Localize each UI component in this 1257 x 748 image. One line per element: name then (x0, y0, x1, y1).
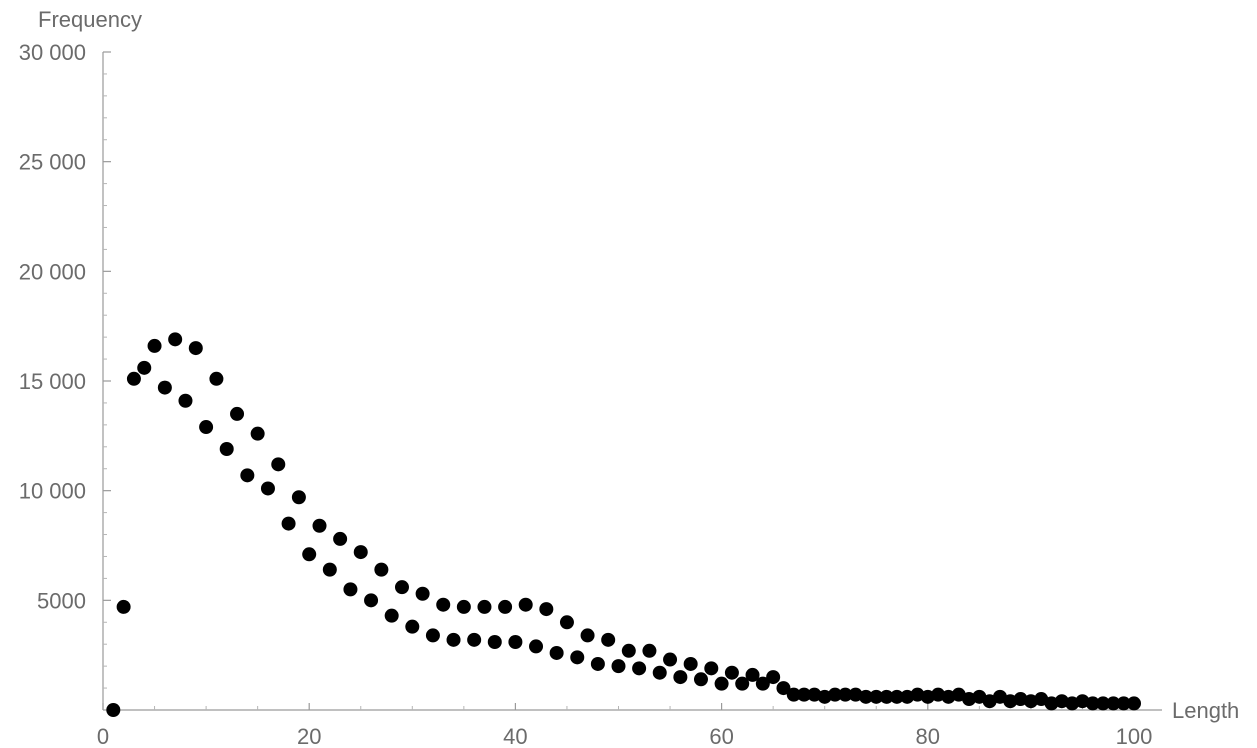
data-point (828, 687, 843, 702)
data-point (302, 547, 317, 562)
data-point (797, 687, 812, 702)
data-point (673, 670, 688, 685)
data-point (498, 599, 513, 614)
data-point (487, 635, 502, 650)
data-point (570, 650, 585, 665)
data-point (394, 580, 409, 595)
data-point (188, 341, 203, 356)
data-point (291, 490, 306, 505)
data-point (157, 380, 172, 395)
y-tick-label: 30 000 (19, 40, 86, 65)
data-point (776, 681, 791, 696)
data-point (858, 689, 873, 704)
x-tick-label: 60 (709, 724, 733, 748)
y-tick-label: 5000 (37, 588, 86, 613)
data-point (1116, 696, 1131, 711)
data-point (116, 599, 131, 614)
data-point (467, 632, 482, 647)
data-point (1106, 696, 1121, 711)
data-point (333, 531, 348, 546)
data-point (559, 615, 574, 630)
data-point (106, 703, 121, 717)
data-points (106, 332, 1141, 717)
data-point (168, 332, 183, 347)
data-point (1096, 696, 1111, 711)
data-point (693, 672, 708, 687)
data-point (230, 406, 245, 421)
data-point (240, 468, 255, 483)
data-point (632, 661, 647, 676)
data-point (549, 645, 564, 660)
data-point (683, 656, 698, 671)
data-point (704, 661, 719, 676)
data-point (219, 441, 234, 456)
data-point (456, 599, 471, 614)
data-point (724, 665, 739, 680)
y-tick-label: 15 000 (19, 369, 86, 394)
data-point (735, 676, 750, 691)
x-tick-label: 40 (503, 724, 527, 748)
data-point (374, 562, 389, 577)
data-point (1085, 696, 1100, 711)
data-point (446, 632, 461, 647)
data-point (384, 608, 399, 623)
data-point (601, 632, 616, 647)
x-axis-label: Length (1172, 698, 1239, 723)
x-tick-label: 80 (916, 724, 940, 748)
data-point (436, 597, 451, 612)
data-point (879, 689, 894, 704)
data-point (405, 619, 420, 634)
data-point (271, 457, 286, 472)
y-tick-label: 10 000 (19, 479, 86, 504)
data-point (250, 426, 265, 441)
data-point (126, 371, 141, 386)
data-point (529, 639, 544, 654)
data-point (199, 420, 214, 435)
data-point (642, 643, 657, 658)
data-point (178, 393, 193, 408)
data-point (714, 676, 729, 691)
data-point (745, 667, 760, 682)
data-point (364, 593, 379, 608)
x-tick-label: 0 (97, 724, 109, 748)
data-point (343, 582, 358, 597)
data-point (755, 676, 770, 691)
data-point (621, 643, 636, 658)
data-point (590, 656, 605, 671)
data-point (786, 687, 801, 702)
data-point (518, 597, 533, 612)
data-point (425, 628, 440, 643)
data-point (322, 562, 337, 577)
y-tick-label: 20 000 (19, 259, 86, 284)
data-point (838, 687, 853, 702)
data-point (147, 338, 162, 353)
axes (102, 52, 1162, 711)
data-point (539, 602, 554, 617)
data-point (869, 689, 884, 704)
data-point (889, 689, 904, 704)
x-tick-label: 100 (1116, 724, 1153, 748)
data-point (1127, 696, 1141, 711)
y-axis-label: Frequency (38, 7, 142, 32)
data-point (415, 586, 430, 601)
data-point (580, 628, 595, 643)
data-point (209, 371, 224, 386)
y-tick-label: 25 000 (19, 150, 86, 175)
data-point (663, 652, 678, 667)
x-tick-label: 20 (297, 724, 321, 748)
data-point (260, 481, 275, 496)
data-point (652, 665, 667, 680)
data-point (353, 545, 368, 560)
data-point (281, 516, 296, 531)
data-point (508, 635, 523, 650)
data-point (611, 659, 626, 674)
data-point (312, 518, 327, 533)
data-point (766, 670, 781, 685)
data-point (137, 360, 152, 375)
ticks: 0 20 40 60 80 100 5000 10 000 15 000 20 000 25 000… (19, 40, 1153, 748)
data-point (477, 599, 492, 614)
